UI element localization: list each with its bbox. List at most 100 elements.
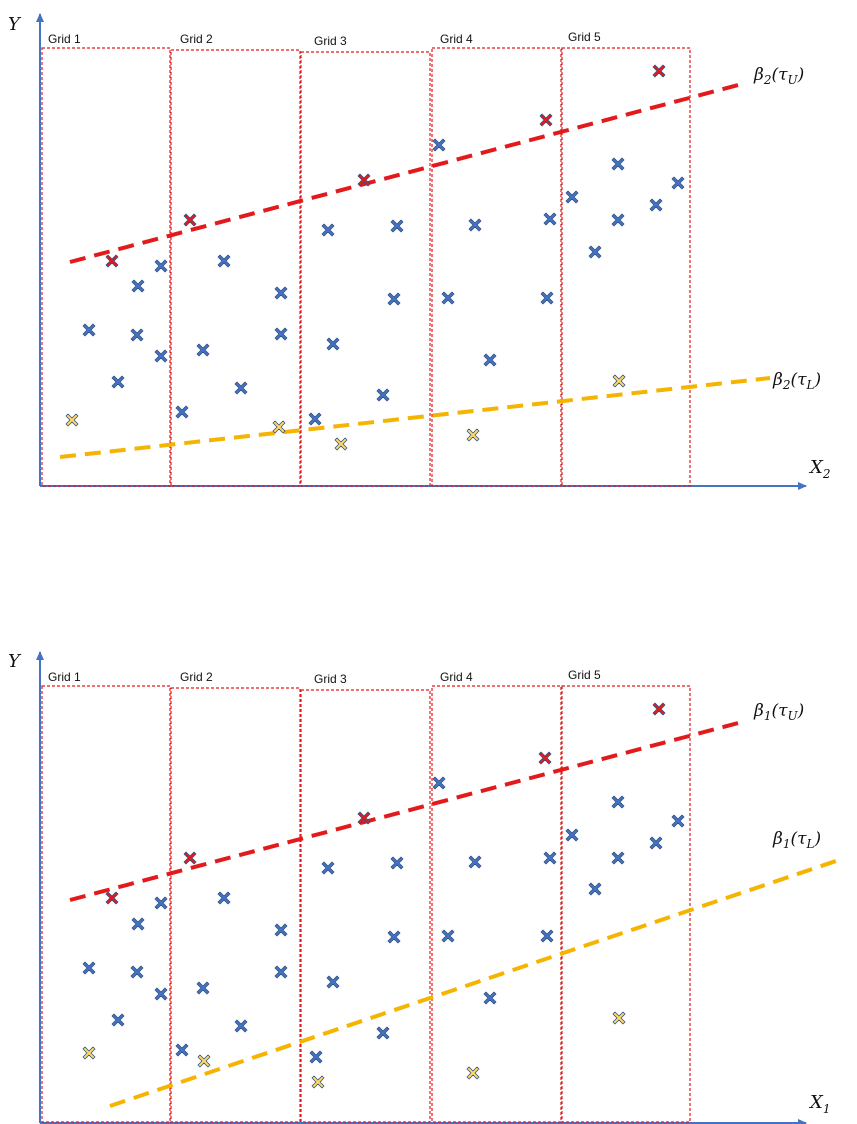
bottom-point-23 bbox=[387, 930, 401, 944]
top-point-31 bbox=[540, 291, 554, 305]
bottom-point-34 bbox=[588, 882, 602, 896]
bottom-point-1 bbox=[82, 1046, 96, 1060]
top-upper-line-label: β2(τU) bbox=[753, 65, 804, 87]
top-point-25 bbox=[432, 138, 446, 152]
bottom-point-11 bbox=[183, 851, 197, 865]
bottom-point-10 bbox=[197, 1054, 211, 1068]
top-point-16 bbox=[274, 327, 288, 341]
bottom-grid-5-label: Grid 5 bbox=[568, 668, 601, 682]
bottom-points bbox=[82, 702, 685, 1089]
bottom-point-19 bbox=[321, 861, 335, 875]
bottom-panel: Y X1 Grid 1 Grid 2 Grid 3 Grid 4 Grid 5 … bbox=[8, 651, 837, 1124]
top-point-27 bbox=[466, 428, 480, 442]
top-point-22 bbox=[376, 388, 390, 402]
top-panel: Y X2 Grid 1 Grid 2 Grid 3 Grid 4 Grid 5 … bbox=[8, 13, 830, 490]
bottom-point-15 bbox=[274, 923, 288, 937]
top-grid-2-box bbox=[170, 49, 301, 487]
bottom-point-16 bbox=[274, 965, 288, 979]
bottom-grid-4-label: Grid 4 bbox=[440, 670, 473, 684]
top-point-33 bbox=[565, 190, 579, 204]
bottom-point-17 bbox=[309, 1050, 323, 1064]
top-grid-5-box bbox=[561, 47, 691, 487]
top-point-29 bbox=[483, 353, 497, 367]
bottom-point-40 bbox=[671, 814, 685, 828]
top-point-30 bbox=[539, 113, 553, 127]
bottom-point-27 bbox=[466, 1066, 480, 1080]
top-point-35 bbox=[611, 213, 625, 227]
bottom-grid-5-box bbox=[561, 685, 691, 1123]
top-point-39 bbox=[652, 64, 666, 78]
bottom-lower-quantile-line bbox=[109, 859, 837, 1108]
bottom-point-36 bbox=[611, 795, 625, 809]
top-point-10 bbox=[183, 213, 197, 227]
top-grid-4-box bbox=[431, 47, 562, 487]
bottom-point-25 bbox=[432, 776, 446, 790]
top-point-17 bbox=[308, 412, 322, 426]
bottom-point-3 bbox=[105, 891, 119, 905]
top-point-24 bbox=[390, 219, 404, 233]
top-point-6 bbox=[130, 328, 144, 342]
bottom-point-2 bbox=[82, 961, 96, 975]
top-point-13 bbox=[234, 381, 248, 395]
bottom-point-31 bbox=[540, 929, 554, 943]
bottom-point-8 bbox=[154, 987, 168, 1001]
top-grid-1-label: Grid 1 bbox=[48, 32, 81, 46]
top-point-1 bbox=[65, 413, 79, 427]
top-point-11 bbox=[196, 343, 210, 357]
bottom-point-28 bbox=[468, 855, 482, 869]
bottom-x-axis-label: X1 bbox=[808, 1092, 830, 1116]
top-point-2 bbox=[82, 323, 96, 337]
top-x-axis-label: X2 bbox=[808, 457, 830, 481]
top-grid-3-label: Grid 3 bbox=[314, 34, 347, 48]
top-point-18 bbox=[321, 223, 335, 237]
top-point-34 bbox=[588, 245, 602, 259]
top-lower-quantile-line bbox=[59, 376, 771, 459]
bottom-point-5 bbox=[131, 917, 145, 931]
top-points bbox=[65, 64, 685, 451]
bottom-point-38 bbox=[649, 836, 663, 850]
top-point-5 bbox=[131, 279, 145, 293]
top-point-3 bbox=[105, 254, 119, 268]
bottom-point-26 bbox=[441, 929, 455, 943]
top-upper-quantile-line bbox=[69, 82, 743, 264]
top-point-19 bbox=[326, 337, 340, 351]
bottom-point-20 bbox=[326, 975, 340, 989]
top-point-38 bbox=[649, 198, 663, 212]
top-point-40 bbox=[671, 176, 685, 190]
top-point-36 bbox=[611, 157, 625, 171]
top-y-axis-label: Y bbox=[8, 14, 22, 35]
top-point-7 bbox=[154, 259, 168, 273]
top-grid-5-label: Grid 5 bbox=[568, 30, 601, 44]
bottom-grid-1-label: Grid 1 bbox=[48, 670, 81, 684]
top-point-37 bbox=[612, 374, 626, 388]
bottom-point-21 bbox=[357, 811, 371, 825]
bottom-grid-1-box bbox=[41, 685, 171, 1123]
top-grid-3-box bbox=[300, 51, 431, 487]
top-grid-boxes bbox=[41, 47, 691, 487]
bottom-point-6 bbox=[130, 965, 144, 979]
bottom-upper-quantile-line bbox=[69, 720, 743, 902]
top-point-4 bbox=[111, 375, 125, 389]
top-point-8 bbox=[154, 349, 168, 363]
bottom-grid-2-label: Grid 2 bbox=[180, 670, 213, 684]
bottom-point-39 bbox=[652, 702, 666, 716]
bottom-point-37 bbox=[612, 1011, 626, 1025]
top-point-26 bbox=[441, 291, 455, 305]
top-point-28 bbox=[468, 218, 482, 232]
top-grid-2-label: Grid 2 bbox=[180, 32, 213, 46]
bottom-point-12 bbox=[196, 981, 210, 995]
bottom-point-22 bbox=[376, 1026, 390, 1040]
top-point-12 bbox=[217, 254, 231, 268]
bottom-point-32 bbox=[543, 851, 557, 865]
bottom-point-18 bbox=[311, 1075, 325, 1089]
bottom-y-axis-label: Y bbox=[8, 651, 22, 672]
bottom-grid-boxes bbox=[41, 685, 691, 1123]
top-point-32 bbox=[543, 212, 557, 226]
top-point-21 bbox=[357, 173, 371, 187]
top-lower-line-label: β2(τL) bbox=[772, 370, 821, 392]
bottom-grid-2-box bbox=[170, 687, 301, 1123]
top-point-20 bbox=[334, 437, 348, 451]
bottom-upper-line-label: β1(τU) bbox=[753, 701, 804, 723]
bottom-point-24 bbox=[390, 856, 404, 870]
